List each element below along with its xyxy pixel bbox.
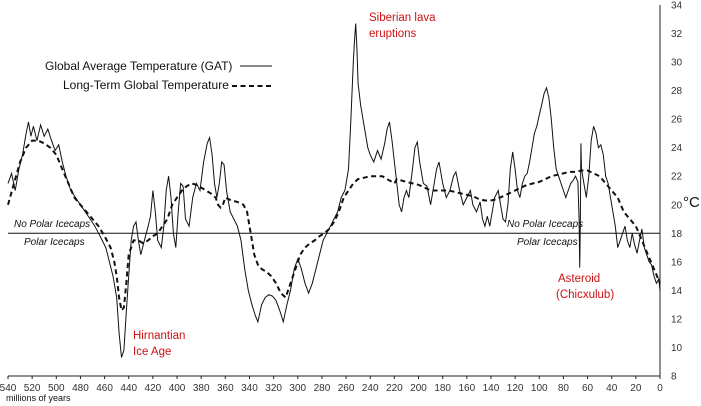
y-tick-label: 30: [671, 58, 683, 69]
hirnantian-annotation-line2: Ice Age: [133, 346, 171, 358]
y-tick-label: 28: [671, 86, 683, 97]
x-tick-label: 460: [96, 383, 113, 394]
x-tick-label: 360: [217, 383, 234, 394]
x-tick-label: 480: [72, 383, 89, 394]
legend-longterm-label: Long-Term Global Temperature: [63, 78, 229, 92]
y-axis-unit: °C: [683, 194, 700, 211]
y-tick-label: 12: [671, 314, 683, 325]
y-tick-label: 32: [671, 29, 683, 40]
x-tick-label: 0: [657, 383, 663, 394]
x-tick-label: 320: [265, 383, 282, 394]
y-tick-label: 8: [671, 372, 677, 383]
y-tick-label: 14: [671, 286, 683, 297]
x-tick-label: 540: [0, 383, 17, 394]
siberian-annotation-line1: Siberian lava: [369, 12, 436, 24]
y-tick-label: 16: [671, 257, 683, 268]
x-tick-label: 400: [169, 383, 186, 394]
y-tick-label: 10: [671, 343, 683, 354]
x-tick-label: 140: [483, 383, 500, 394]
x-tick-label: 500: [48, 383, 65, 394]
x-tick-label: 160: [458, 383, 475, 394]
legend: Global Average Temperature (GAT) Long-Te…: [45, 59, 272, 92]
y-tick-label: 22: [671, 172, 683, 183]
x-tick-label: 200: [410, 383, 427, 394]
no-icecaps-right-label: No Polar Icecaps: [507, 219, 583, 230]
x-tick-label: 240: [362, 383, 379, 394]
icecaps-right-label: Polar Icecaps: [517, 237, 578, 248]
y-tick-label: 20: [671, 200, 683, 211]
legend-gat-label: Global Average Temperature (GAT): [45, 59, 232, 73]
x-tick-label: 260: [338, 383, 355, 394]
x-tick-label: 380: [193, 383, 210, 394]
x-tick-label: 100: [531, 383, 548, 394]
x-tick-label: 220: [386, 383, 403, 394]
y-tick-label: 34: [671, 1, 683, 12]
x-tick-label: 420: [145, 383, 162, 394]
x-tick-label: 340: [241, 383, 258, 394]
x-tick-label: 180: [434, 383, 451, 394]
x-tick-label: 80: [558, 383, 570, 394]
y-axis-ticks: 8 10 12 14 16 18 20 22 24 26 28 30 32 34: [671, 1, 683, 383]
x-axis-label: millions of years: [6, 393, 71, 403]
x-tick-label: 520: [24, 383, 41, 394]
x-axis-ticks: 540 520 500 480 460 440 420 400 380 360 340 320 300 2…: [0, 376, 663, 394]
no-icecaps-left-label: No Polar Icecaps: [14, 219, 90, 230]
y-tick-label: 26: [671, 115, 683, 126]
y-tick-label: 24: [671, 143, 683, 154]
x-tick-label: 40: [606, 383, 618, 394]
x-tick-label: 120: [507, 383, 524, 394]
icecaps-left-label: Polar Icecaps: [24, 237, 85, 248]
x-tick-label: 440: [120, 383, 137, 394]
x-tick-label: 60: [582, 383, 594, 394]
y-tick-label: 18: [671, 229, 683, 240]
asteroid-annotation-line1: Asteroid: [558, 273, 600, 285]
global-average-temperature-line: [7, 23, 661, 358]
x-tick-label: 280: [314, 383, 331, 394]
x-tick-label: 20: [630, 383, 642, 394]
hirnantian-annotation-line1: Hirnantian: [133, 330, 185, 342]
siberian-annotation-line2: eruptions: [369, 28, 417, 40]
long-term-temperature-line: [7, 139, 661, 313]
asteroid-annotation-line2: (Chicxulub): [556, 289, 614, 301]
x-tick-label: 300: [289, 383, 306, 394]
